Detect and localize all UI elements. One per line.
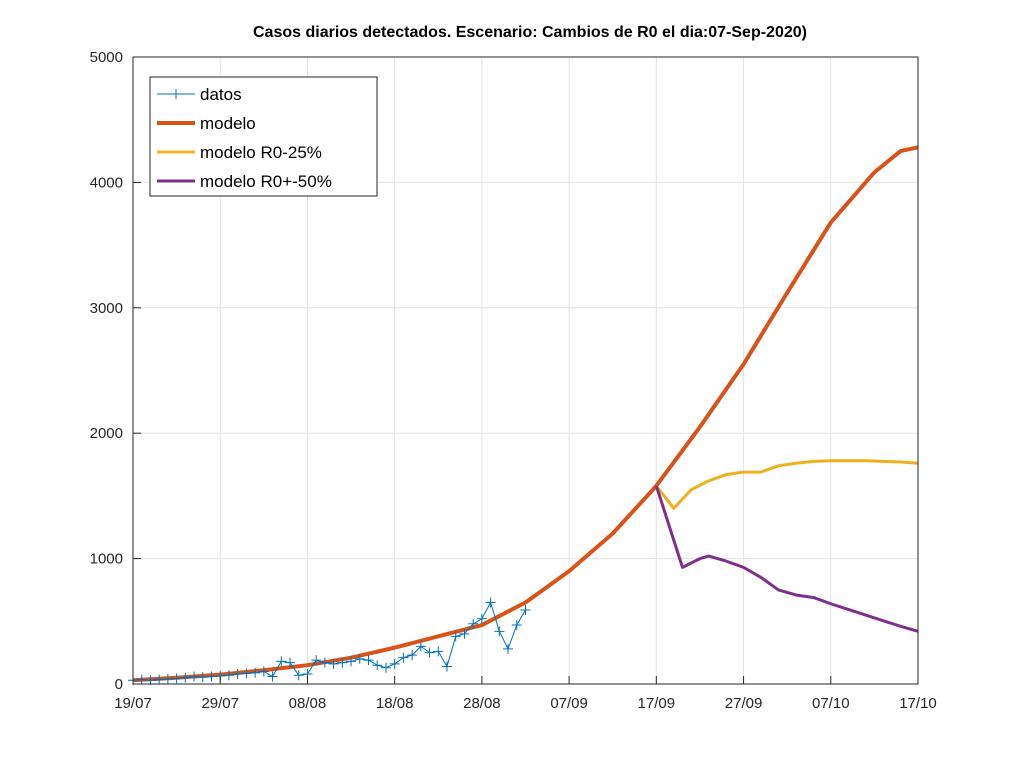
data-point bbox=[415, 641, 426, 652]
data-point bbox=[258, 666, 269, 677]
series-line-3 bbox=[654, 485, 919, 633]
legend-label: datos bbox=[200, 85, 242, 104]
data-point bbox=[442, 661, 452, 672]
x-tick-label: 18/08 bbox=[376, 695, 414, 712]
plot-frame bbox=[132, 56, 919, 685]
data-point bbox=[232, 668, 243, 679]
y-tick-label: 1000 bbox=[90, 551, 123, 568]
data-point bbox=[354, 653, 365, 664]
data-point bbox=[285, 657, 295, 668]
data-point bbox=[180, 672, 191, 683]
data-point bbox=[372, 660, 383, 671]
data-point bbox=[407, 650, 418, 661]
data-point bbox=[476, 613, 487, 624]
data-point bbox=[276, 656, 287, 667]
data-point bbox=[267, 671, 278, 682]
legend-label: modelo R0+-50% bbox=[200, 172, 332, 191]
legend-label: modelo R0-25% bbox=[200, 143, 322, 162]
legend: datos modelo modelo R0-25% modelo R0+-50% bbox=[149, 76, 378, 197]
data-point bbox=[154, 674, 165, 685]
data-point bbox=[241, 668, 252, 679]
data-point bbox=[433, 646, 444, 657]
data-point bbox=[337, 657, 348, 668]
y-tick-label: 2000 bbox=[90, 425, 123, 442]
x-tick-label: 17/09 bbox=[638, 695, 676, 712]
data-point bbox=[293, 670, 304, 681]
y-tick-label: 5000 bbox=[90, 49, 123, 66]
data-point bbox=[511, 620, 522, 631]
data-point bbox=[450, 631, 461, 642]
x-tick-label: 27/09 bbox=[725, 695, 763, 712]
x-tick-label: 17/10 bbox=[899, 695, 937, 712]
data-point bbox=[189, 671, 200, 682]
data-point bbox=[171, 673, 182, 684]
data-point bbox=[206, 671, 217, 682]
data-point bbox=[136, 674, 147, 685]
x-tick-label: 08/08 bbox=[289, 695, 327, 712]
data-point bbox=[363, 655, 374, 666]
data-point bbox=[424, 647, 435, 658]
data-point bbox=[520, 605, 531, 616]
data-point bbox=[328, 658, 339, 669]
x-tick-label: 29/07 bbox=[201, 695, 239, 712]
x-tick-label: 07/10 bbox=[812, 695, 850, 712]
data-point bbox=[162, 673, 173, 684]
data-point bbox=[346, 656, 357, 667]
y-tick-label: 0 bbox=[115, 676, 123, 693]
x-tick-label: 19/07 bbox=[114, 695, 152, 712]
data-point bbox=[311, 655, 322, 666]
x-tick-label: 07/09 bbox=[550, 695, 588, 712]
data-point bbox=[380, 662, 391, 673]
data-point bbox=[197, 672, 208, 683]
chart-title: Casos diarios detectados. Escenario: Cam… bbox=[253, 24, 807, 41]
data-point bbox=[468, 618, 479, 629]
data-point bbox=[389, 658, 400, 669]
series-line-0 bbox=[132, 601, 526, 681]
data-point bbox=[223, 670, 234, 681]
data-point bbox=[485, 597, 496, 608]
data-point bbox=[494, 626, 505, 637]
x-tick-label: 28/08 bbox=[463, 695, 501, 712]
data-point bbox=[459, 628, 470, 639]
series-line-2 bbox=[655, 459, 919, 510]
data-point bbox=[250, 667, 261, 678]
series-line-1 bbox=[132, 145, 919, 683]
y-tick-label: 4000 bbox=[90, 174, 123, 191]
data-point bbox=[398, 652, 409, 663]
y-tick-label: 3000 bbox=[90, 300, 123, 317]
legend-label: modelo bbox=[200, 114, 256, 133]
data-point bbox=[319, 657, 330, 668]
data-point bbox=[503, 643, 514, 654]
